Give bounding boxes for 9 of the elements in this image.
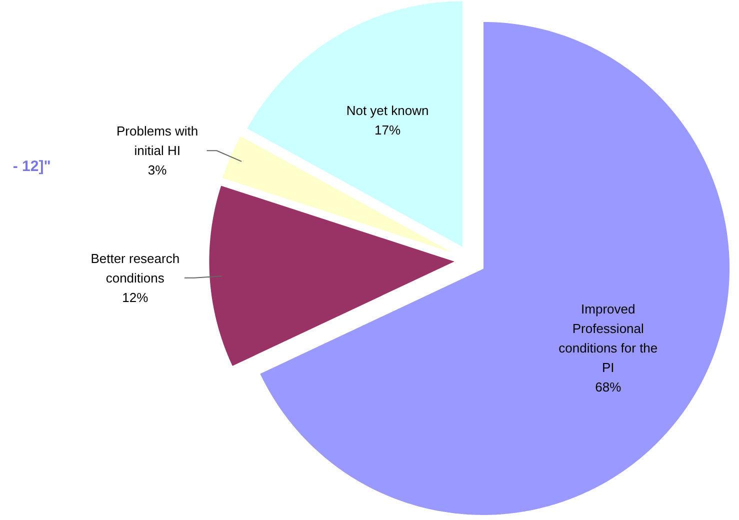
slice-label: Better research conditions xyxy=(90,250,180,286)
slice-label: Problems with initial HI xyxy=(116,124,198,158)
slice-label: Improved Professional conditions for the PI xyxy=(558,301,658,375)
data-label: 12% xyxy=(122,290,149,305)
data-label: 68% xyxy=(595,379,622,394)
data-label: 3% xyxy=(148,162,168,178)
data-label: 17% xyxy=(374,122,401,138)
text: - 12]" xyxy=(12,158,51,176)
slice-label: Not yet known xyxy=(346,102,429,118)
